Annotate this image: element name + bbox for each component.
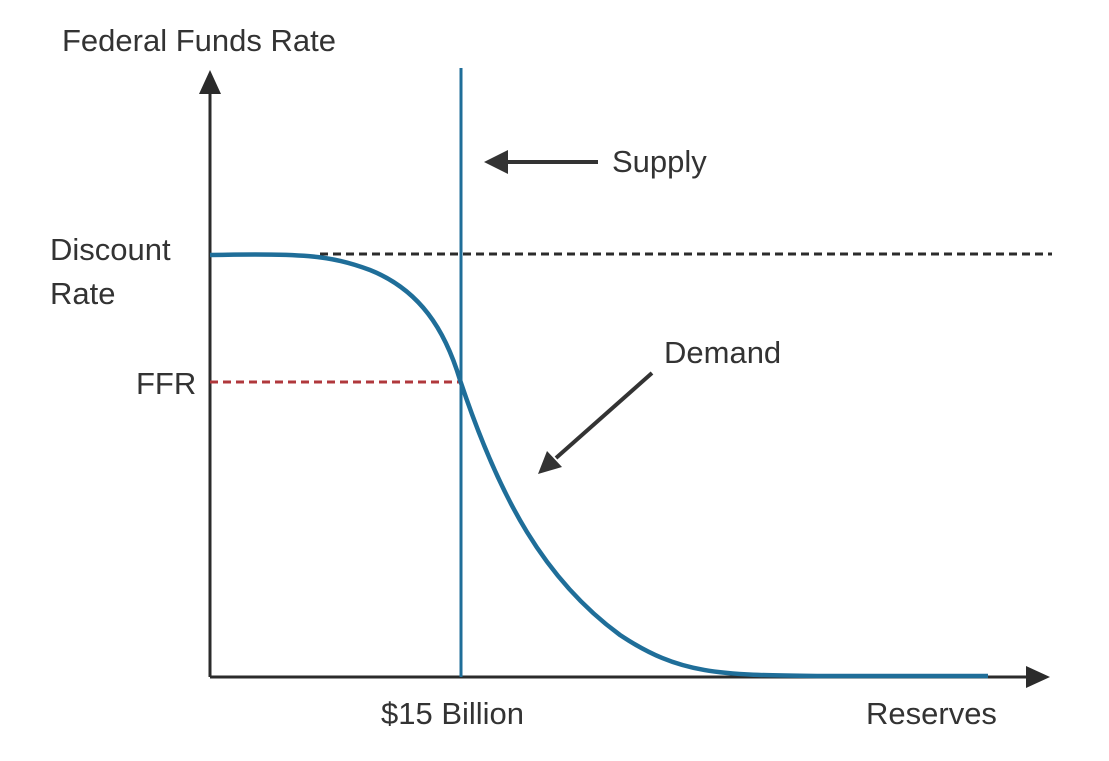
demand-arrow — [554, 371, 654, 460]
supply-arrowhead — [484, 150, 508, 174]
y-axis-label: Federal Funds Rate — [62, 23, 336, 58]
discount-label-line1: Discount — [50, 232, 171, 267]
ffr-label: FFR — [136, 366, 196, 401]
x-axis-label: Reserves — [866, 696, 997, 731]
supply-label: Supply — [612, 144, 707, 179]
demand-arrowhead — [538, 451, 562, 474]
demand-curve — [209, 252, 988, 679]
y-axis-arrowhead — [199, 70, 221, 94]
x-axis-arrowhead — [1026, 666, 1050, 688]
demand-label: Demand — [664, 335, 781, 370]
discount-label-line2: Rate — [50, 276, 115, 311]
billion-label: $15 Billion — [381, 696, 524, 731]
